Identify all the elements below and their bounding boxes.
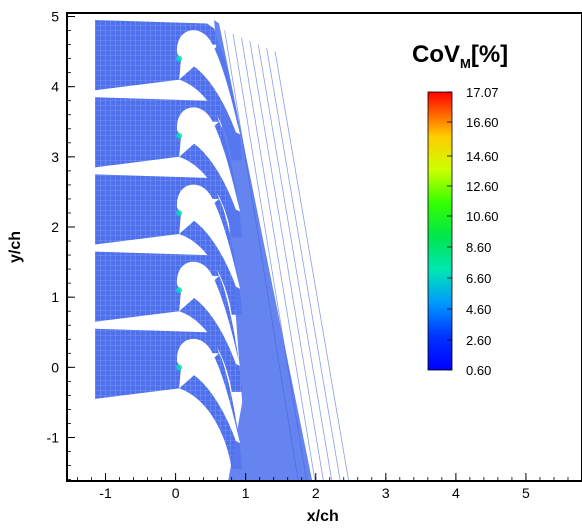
y-tick-label: -1 [47, 429, 60, 445]
x-tick-label: -1 [99, 485, 112, 501]
y-tick-label: 5 [51, 9, 59, 25]
plot-frame [66, 12, 582, 482]
passage-block [179, 276, 243, 392]
wake-streak [249, 40, 324, 481]
leading-edge-hotspot [176, 287, 183, 294]
cov-field [95, 20, 350, 481]
x-tick-label: 0 [172, 485, 180, 501]
passage-block [179, 198, 243, 315]
blade-profile [176, 30, 241, 135]
y-tick-label: 2 [51, 219, 59, 235]
leading-edge-hotspot [176, 209, 183, 216]
x-tick-label: 5 [522, 485, 530, 501]
wake-streak [224, 30, 299, 481]
wake-streak [241, 37, 316, 481]
blade-profile [176, 338, 241, 444]
colorbar-bar [427, 91, 453, 371]
colorbar-level-label: 17.07 [466, 85, 499, 100]
colorbar-level-label: 16.60 [466, 115, 499, 130]
passage-block [179, 353, 243, 470]
colorbar-level-label: 2.60 [466, 333, 491, 348]
colorbar-title: CoVM[%] [412, 41, 508, 71]
wake-streak [257, 44, 333, 481]
y-tick-label: 3 [51, 149, 59, 165]
colorbar-level-label: 10.60 [466, 209, 499, 224]
leading-edge-hotspot [176, 364, 183, 371]
colorbar-level-label: 12.60 [466, 179, 499, 194]
y-tick-label: 0 [51, 359, 59, 375]
colorbar-legend: CoVM[%] 17.07 16.60 14.60 12.60 10.60 8.60 6.60… [412, 41, 508, 378]
colorbar-level-label: 14.60 [466, 149, 499, 164]
y-axis-label: y/ch [7, 231, 24, 263]
x-tick-label: 3 [382, 485, 390, 501]
axes: -1 0 1 2 3 4 5 -1 0 1 2 3 4 5 x/ch y/ch [7, 9, 582, 525]
leading-edge-hotspot [176, 55, 183, 62]
x-tick-label: 4 [452, 485, 460, 501]
blade-profile [176, 107, 241, 212]
x-tick-label: 2 [312, 485, 320, 501]
blade-profile [176, 184, 241, 289]
x-axis-label: x/ch [307, 508, 339, 525]
colorbar-level-label: 8.60 [466, 240, 491, 255]
leading-edge-hotspot [176, 132, 183, 139]
wake-streak [232, 33, 308, 481]
colorbar-level-label: 4.60 [466, 302, 491, 317]
blade-profile [176, 261, 241, 366]
wake-streak [274, 51, 350, 481]
colorbar-level-label: 6.60 [466, 271, 491, 286]
x-tick-label: 1 [242, 485, 250, 501]
colorbar-level-label: 0.60 [466, 363, 491, 378]
wake-streak [266, 48, 341, 481]
y-tick-label: 1 [51, 289, 59, 305]
y-tick-label: 4 [51, 79, 59, 95]
